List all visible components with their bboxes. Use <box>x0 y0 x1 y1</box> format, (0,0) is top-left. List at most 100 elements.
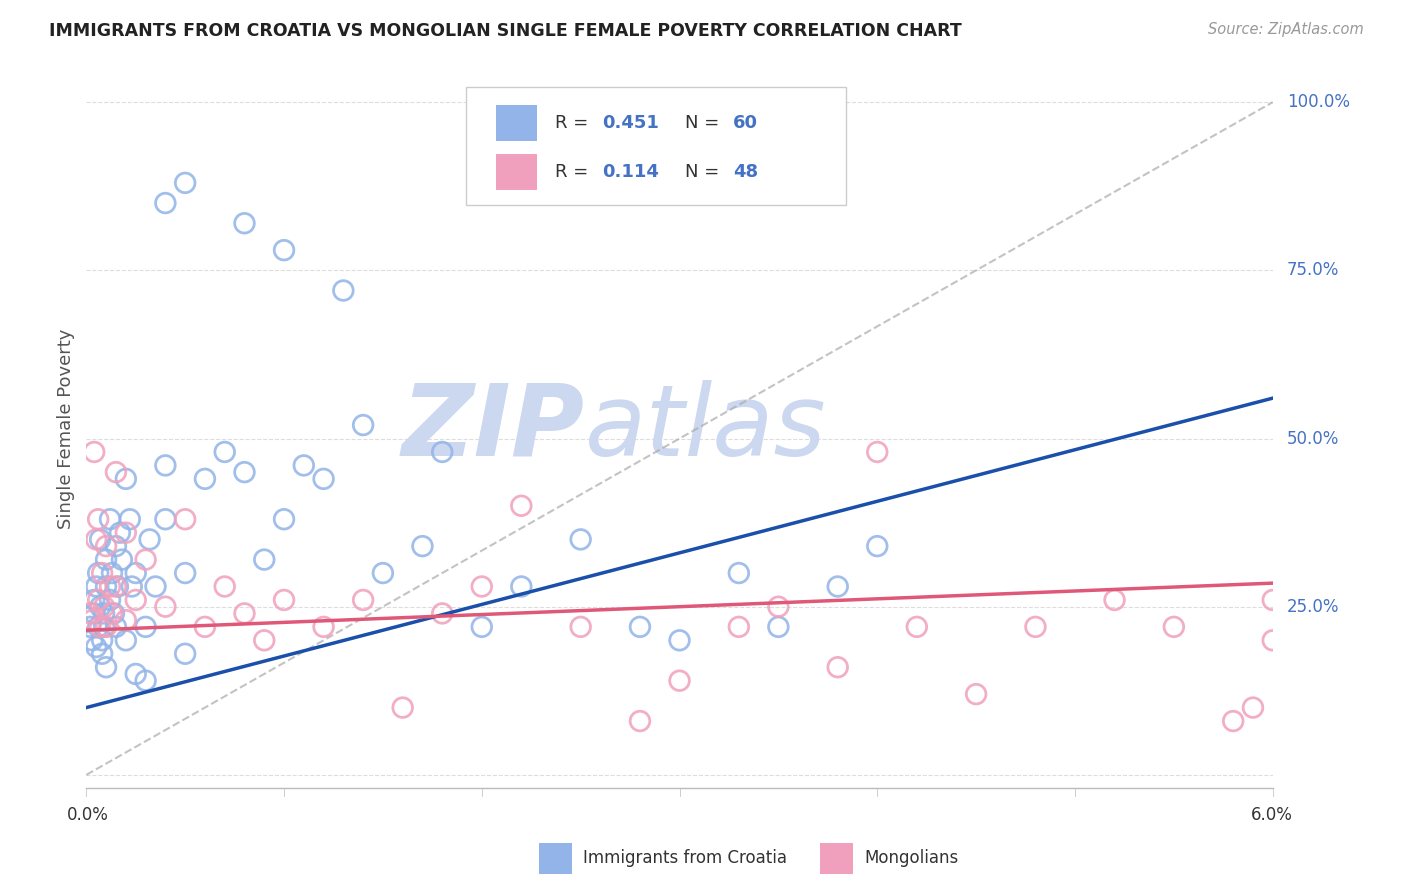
Text: R =: R = <box>555 114 593 132</box>
Point <box>332 284 354 298</box>
Point <box>866 445 889 459</box>
Point <box>87 566 110 580</box>
Point <box>145 580 167 594</box>
Point <box>312 620 335 634</box>
Point <box>108 525 131 540</box>
Point <box>101 566 124 580</box>
Text: 100.0%: 100.0% <box>1286 93 1350 112</box>
Point <box>101 607 124 621</box>
Point <box>668 633 690 648</box>
Point <box>628 620 651 634</box>
Point <box>827 660 849 674</box>
Point <box>125 566 148 580</box>
Point <box>87 593 110 607</box>
FancyBboxPatch shape <box>465 87 845 205</box>
Point <box>194 620 217 634</box>
Point <box>233 465 256 479</box>
Point <box>352 593 374 607</box>
Point <box>82 613 104 627</box>
Point <box>905 620 928 634</box>
Point <box>115 633 138 648</box>
Point <box>94 660 117 674</box>
Point <box>155 512 177 526</box>
Point <box>391 700 413 714</box>
Point <box>233 607 256 621</box>
Point <box>94 580 117 594</box>
Point <box>1261 593 1284 607</box>
Text: 6.0%: 6.0% <box>1251 806 1292 824</box>
Text: 25.0%: 25.0% <box>1286 598 1340 615</box>
Point <box>1163 620 1185 634</box>
Point <box>253 552 276 566</box>
Point <box>89 533 111 547</box>
Point <box>104 465 127 479</box>
Text: Immigrants from Croatia: Immigrants from Croatia <box>583 849 787 867</box>
Point <box>768 620 790 634</box>
Point <box>104 620 127 634</box>
FancyBboxPatch shape <box>496 105 537 141</box>
Point <box>104 580 127 594</box>
Point <box>1024 620 1046 634</box>
Point <box>411 539 433 553</box>
Point <box>471 620 494 634</box>
Point <box>115 472 138 486</box>
Point <box>371 566 394 580</box>
Text: 48: 48 <box>733 163 758 181</box>
Point <box>569 533 592 547</box>
Text: Source: ZipAtlas.com: Source: ZipAtlas.com <box>1208 22 1364 37</box>
Point <box>89 620 111 634</box>
Point <box>94 620 117 634</box>
Point <box>312 472 335 486</box>
Point <box>194 472 217 486</box>
Point <box>471 580 494 594</box>
Point <box>174 512 197 526</box>
Point <box>273 593 295 607</box>
Point <box>84 533 107 547</box>
Point <box>1261 633 1284 648</box>
Point <box>214 445 236 459</box>
Point <box>91 647 114 661</box>
Point <box>233 216 256 230</box>
Point <box>93 620 115 634</box>
Point <box>84 580 107 594</box>
FancyBboxPatch shape <box>496 154 537 190</box>
Point <box>827 580 849 594</box>
Point <box>87 512 110 526</box>
Point <box>118 512 141 526</box>
Point <box>79 607 101 621</box>
Point <box>432 607 454 621</box>
Point <box>125 593 148 607</box>
Point <box>965 687 987 701</box>
Point <box>155 599 177 614</box>
Point <box>125 667 148 681</box>
Point <box>87 620 110 634</box>
Point <box>768 599 790 614</box>
Text: 50.0%: 50.0% <box>1286 430 1340 448</box>
Point <box>98 512 121 526</box>
Point <box>93 599 115 614</box>
Point <box>292 458 315 473</box>
Point <box>510 580 533 594</box>
Text: 0.114: 0.114 <box>602 163 659 181</box>
Point <box>115 613 138 627</box>
Point <box>253 633 276 648</box>
Point <box>83 593 105 607</box>
Point <box>91 633 114 648</box>
Point <box>138 533 160 547</box>
Point <box>273 512 295 526</box>
Point <box>84 640 107 654</box>
Point <box>83 445 105 459</box>
Point <box>121 580 143 594</box>
Point <box>111 552 134 566</box>
Text: ZIP: ZIP <box>402 380 585 477</box>
Point <box>79 620 101 634</box>
Text: R =: R = <box>555 163 593 181</box>
Point <box>174 647 197 661</box>
Point <box>727 566 749 580</box>
Point <box>1222 714 1244 728</box>
Point <box>866 539 889 553</box>
Text: 60: 60 <box>733 114 758 132</box>
Point <box>135 673 157 688</box>
Point <box>83 607 105 621</box>
Point <box>82 633 104 648</box>
